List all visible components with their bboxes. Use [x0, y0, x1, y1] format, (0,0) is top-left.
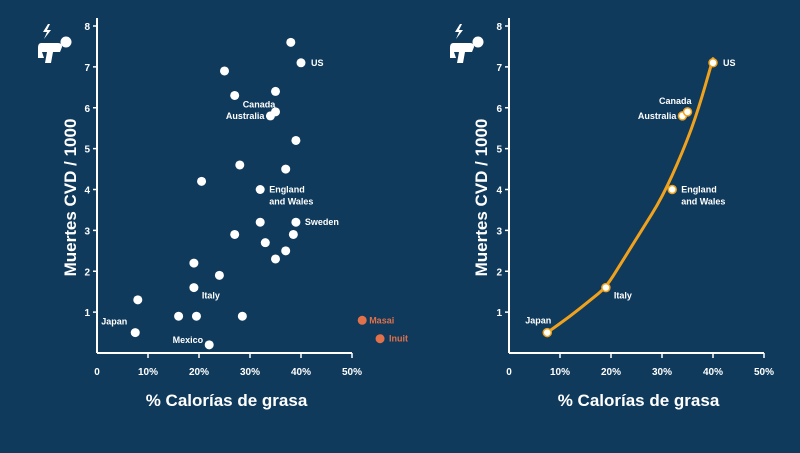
data-point	[189, 258, 199, 268]
y-axis-title: Muertes CVD / 1000	[472, 119, 491, 277]
outlier-label: Masai	[369, 315, 394, 325]
y-tick-label: 1	[84, 308, 90, 319]
data-point	[260, 238, 270, 248]
data-point	[271, 86, 280, 96]
point-label: Italy	[614, 291, 632, 301]
point-label: Mexico	[173, 335, 204, 345]
x-tick-label: 0	[506, 367, 512, 378]
heart-attack-person-icon	[450, 24, 484, 63]
point-label: Australia	[638, 111, 678, 121]
y-tick-label: 1	[496, 308, 502, 319]
x-tick-label: 40%	[703, 367, 723, 378]
y-tick-label: 4	[496, 186, 502, 197]
y-tick-label: 3	[496, 226, 502, 237]
y-tick-label: 8	[496, 22, 502, 33]
y-tick-label: 4	[84, 186, 90, 197]
data-point	[682, 107, 693, 117]
point-label: England and Wales	[269, 185, 313, 207]
x-tick-label: 20%	[601, 367, 621, 378]
person-head-shape	[60, 36, 72, 48]
data-point	[296, 58, 306, 68]
data-point	[204, 340, 214, 350]
data-point	[220, 66, 229, 76]
outlier-point	[357, 315, 367, 325]
data-point	[291, 135, 301, 145]
data-point	[230, 229, 240, 239]
person-body-shape	[38, 43, 62, 63]
data-point	[255, 217, 265, 227]
point-label-line: and Wales	[269, 197, 313, 207]
data-point	[286, 37, 296, 47]
data-point	[255, 185, 265, 194]
point-label: Canada	[243, 99, 277, 109]
data-point	[130, 328, 140, 338]
data-point	[191, 311, 201, 321]
heart-attack-person-icon	[38, 24, 72, 63]
person-body-shape	[450, 43, 474, 63]
point-label: Canada	[659, 96, 693, 106]
y-tick-label: 6	[496, 104, 502, 115]
data-point	[281, 246, 291, 256]
data-point	[189, 283, 199, 293]
data-point	[174, 311, 184, 321]
point-label: Italy	[202, 291, 220, 301]
point-label-line: England	[269, 185, 305, 195]
x-tick-label: 0	[94, 367, 100, 378]
x-tick-label: 40%	[291, 367, 311, 378]
person-head-shape	[472, 36, 484, 48]
x-tick-label: 10%	[550, 367, 570, 378]
point-label-line: England	[681, 185, 717, 195]
data-point	[708, 58, 718, 68]
point-label: Japan	[101, 317, 127, 327]
data-point	[542, 327, 552, 338]
outlier-point	[375, 334, 385, 344]
y-tick-label: 5	[84, 145, 90, 156]
y-tick-label: 3	[84, 226, 90, 237]
point-label: US	[311, 58, 324, 68]
x-tick-label: 30%	[240, 367, 260, 378]
y-tick-label: 6	[84, 104, 90, 115]
y-tick-label: 7	[496, 63, 502, 74]
lightning-bolt-shape	[455, 24, 463, 39]
data-point	[291, 217, 301, 227]
x-tick-label: 50%	[754, 367, 774, 378]
y-tick-label: 7	[84, 63, 90, 74]
data-point	[237, 311, 247, 321]
data-point	[667, 184, 677, 195]
outlier-label: Inuit	[389, 334, 408, 344]
point-label: Japan	[525, 316, 551, 326]
point-label: Sweden	[305, 217, 339, 227]
y-tick-label: 8	[84, 22, 90, 33]
y-tick-label: 2	[496, 267, 502, 278]
x-tick-label: 20%	[189, 367, 209, 378]
data-point	[133, 295, 143, 305]
point-label-line: and Wales	[681, 197, 725, 207]
lightning-bolt-shape	[43, 24, 51, 39]
data-point	[281, 164, 291, 174]
data-point	[288, 229, 298, 239]
data-point	[601, 282, 611, 293]
y-tick-label: 2	[84, 267, 90, 278]
y-axis-title: Muertes CVD / 1000	[61, 119, 80, 277]
scatter-panel: 0 10% 20% 30% 40% 50% 1 2 3 4 5 6 7 8 % Calorías de gr…	[38, 18, 408, 410]
curve-panel: 0 10% 20% 30% 40% 50% 1 2 3 4 5 6 7 8 % Calorías de gr…	[450, 18, 774, 410]
data-point	[271, 254, 280, 264]
x-tick-label: 50%	[342, 367, 362, 378]
point-label: US	[723, 58, 736, 68]
x-tick-label: 10%	[138, 367, 158, 378]
x-axis-title: % Calorías de grasa	[558, 391, 720, 410]
data-point	[214, 270, 224, 280]
point-label: Australia	[226, 111, 266, 121]
point-label: England and Wales	[681, 185, 725, 207]
trend-curve	[545, 57, 715, 335]
data-point	[265, 111, 275, 121]
x-tick-label: 30%	[652, 367, 672, 378]
data-point	[235, 160, 245, 170]
data-point	[197, 176, 207, 186]
y-tick-label: 5	[496, 145, 502, 156]
data-point	[230, 90, 240, 100]
x-axis-title: % Calorías de grasa	[146, 391, 308, 410]
